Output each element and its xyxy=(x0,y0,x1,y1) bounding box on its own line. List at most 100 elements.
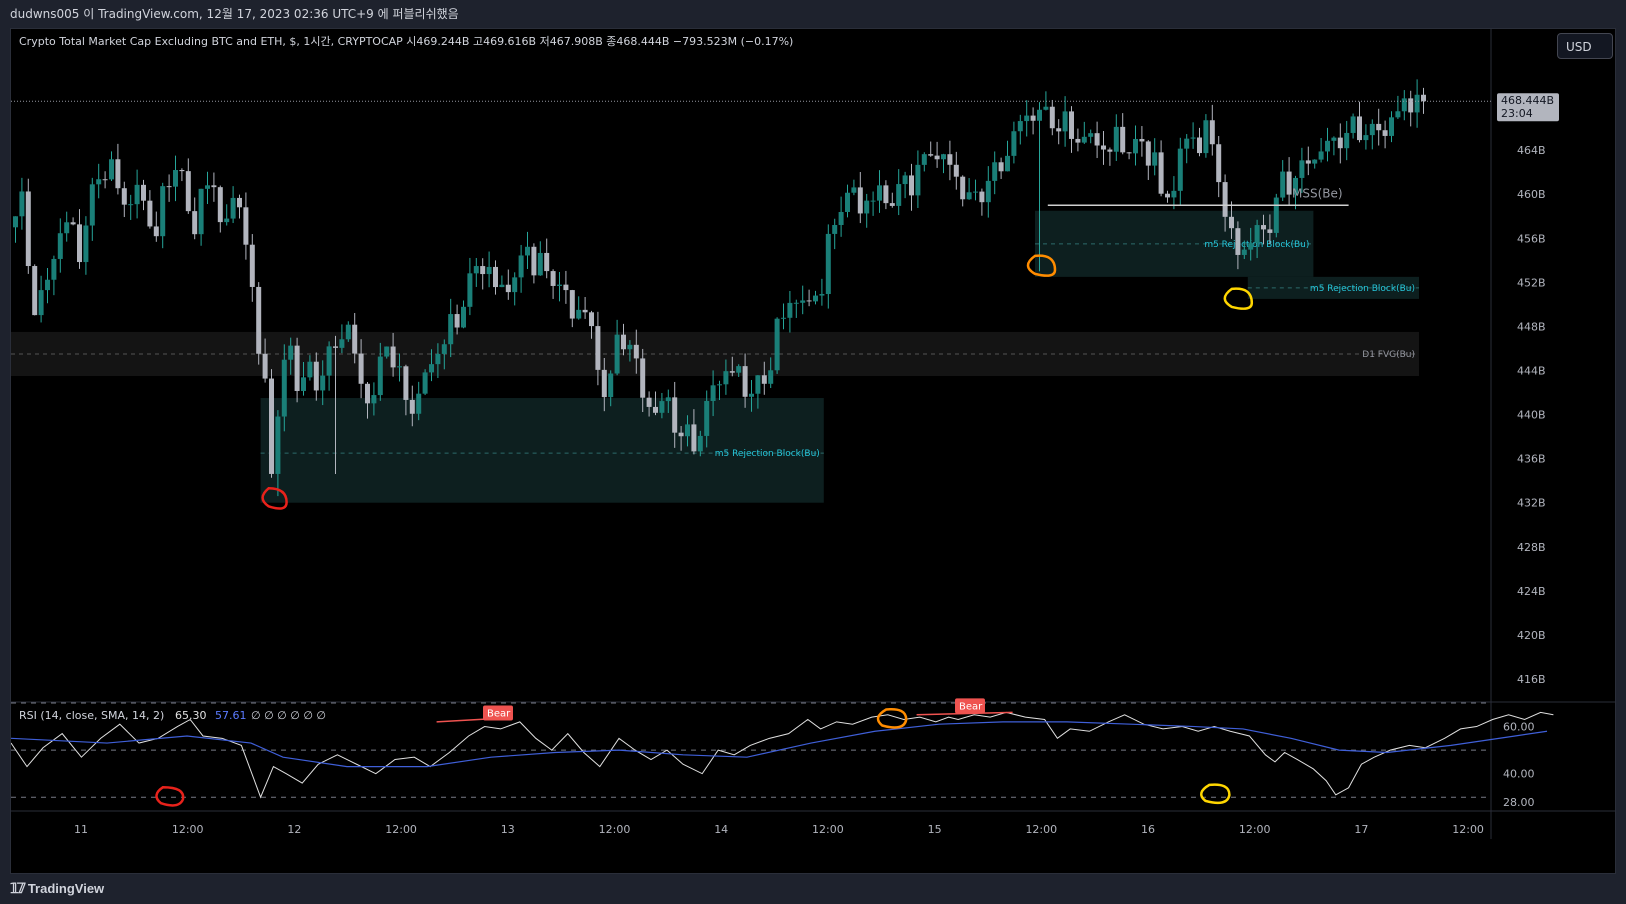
candle-body[interactable] xyxy=(640,358,646,398)
candle-body[interactable] xyxy=(832,224,838,234)
candle-body[interactable] xyxy=(985,180,991,203)
candle-body[interactable] xyxy=(1094,133,1100,146)
candle-body[interactable] xyxy=(736,366,742,373)
candle-body[interactable] xyxy=(1024,115,1030,122)
candle-body[interactable] xyxy=(121,188,127,205)
candle-body[interactable] xyxy=(198,188,204,235)
candle-body[interactable] xyxy=(1165,193,1170,198)
candle-body[interactable] xyxy=(128,204,134,206)
candle-body[interactable] xyxy=(192,211,198,235)
candle-body[interactable] xyxy=(1190,137,1196,139)
candle-body[interactable] xyxy=(691,424,697,452)
candle-body[interactable] xyxy=(422,372,428,394)
candle-body[interactable] xyxy=(1389,117,1394,136)
candle-body[interactable] xyxy=(1171,190,1177,198)
candle-body[interactable] xyxy=(320,375,326,391)
candle-body[interactable] xyxy=(1286,171,1292,195)
candle-body[interactable] xyxy=(928,154,934,156)
candle-body[interactable] xyxy=(185,171,191,212)
candle-body[interactable] xyxy=(851,187,857,193)
candle-body[interactable] xyxy=(685,424,690,437)
candle-body[interactable] xyxy=(307,361,313,378)
candle-body[interactable] xyxy=(563,284,569,291)
candle-body[interactable] xyxy=(825,233,831,295)
candle-body[interactable] xyxy=(1049,106,1055,129)
candle-body[interactable] xyxy=(646,397,652,407)
candle-body[interactable] xyxy=(301,377,306,391)
candle-body[interactable] xyxy=(1177,148,1183,191)
candle-body[interactable] xyxy=(371,395,377,404)
candle-body[interactable] xyxy=(915,164,921,196)
candle-body[interactable] xyxy=(1081,136,1087,143)
candle-body[interactable] xyxy=(582,309,588,313)
candle-body[interactable] xyxy=(358,353,364,384)
candle-body[interactable] xyxy=(1062,111,1068,132)
candle-body[interactable] xyxy=(486,266,492,275)
candle-body[interactable] xyxy=(902,175,908,185)
candle-body[interactable] xyxy=(13,216,18,228)
candle-body[interactable] xyxy=(800,300,806,303)
candle-body[interactable] xyxy=(934,155,940,160)
candle-body[interactable] xyxy=(1318,151,1324,160)
candle-body[interactable] xyxy=(1350,116,1356,133)
candle-body[interactable] xyxy=(1011,131,1017,156)
tradingview-logo[interactable]: 𝟙𝟟 TradingView xyxy=(10,880,104,897)
candle-body[interactable] xyxy=(1197,137,1202,154)
candle-body[interactable] xyxy=(1113,126,1119,152)
candle-body[interactable] xyxy=(1056,128,1062,132)
candle-body[interactable] xyxy=(896,184,902,206)
candle-body[interactable] xyxy=(1261,225,1266,230)
candle-body[interactable] xyxy=(1235,228,1241,255)
candle-body[interactable] xyxy=(653,406,658,413)
candle-body[interactable] xyxy=(921,154,927,165)
candle-body[interactable] xyxy=(153,226,159,237)
candle-body[interactable] xyxy=(1305,160,1311,164)
candle-body[interactable] xyxy=(205,185,210,189)
zone-rejection-block[interactable] xyxy=(260,398,824,503)
candle-body[interactable] xyxy=(1043,106,1049,110)
candle-body[interactable] xyxy=(1069,111,1074,139)
candle-body[interactable] xyxy=(614,334,620,374)
candle-body[interactable] xyxy=(1344,132,1350,149)
candle-body[interactable] xyxy=(979,191,985,203)
candle-body[interactable] xyxy=(493,266,498,288)
candle-body[interactable] xyxy=(281,359,287,417)
candle-body[interactable] xyxy=(704,400,710,436)
candle-body[interactable] xyxy=(1267,229,1273,233)
candle-body[interactable] xyxy=(550,271,556,286)
candle-body[interactable] xyxy=(109,159,114,180)
candle-body[interactable] xyxy=(589,312,594,327)
candle-body[interactable] xyxy=(710,385,716,401)
candle-body[interactable] xyxy=(947,154,953,165)
candle-body[interactable] xyxy=(390,346,396,368)
candle-body[interactable] xyxy=(1299,160,1305,178)
candle-body[interactable] xyxy=(403,366,409,400)
candle-body[interactable] xyxy=(1241,249,1247,255)
candle-body[interactable] xyxy=(633,344,639,359)
candle-body[interactable] xyxy=(480,266,486,275)
candle-body[interactable] xyxy=(1120,126,1126,153)
candle-body[interactable] xyxy=(51,258,57,280)
candle-body[interactable] xyxy=(525,246,530,256)
candle-body[interactable] xyxy=(473,266,479,274)
candle-body[interactable] xyxy=(608,373,614,398)
candle-body[interactable] xyxy=(147,200,153,227)
candle-body[interactable] xyxy=(166,186,172,188)
candle-body[interactable] xyxy=(1101,145,1106,150)
candle-body[interactable] xyxy=(1408,98,1414,113)
candle-body[interactable] xyxy=(966,192,972,200)
candle-body[interactable] xyxy=(262,353,268,379)
candle-body[interactable] xyxy=(435,353,441,365)
candle-body[interactable] xyxy=(1421,94,1426,102)
candle-body[interactable] xyxy=(333,346,338,348)
candle-body[interactable] xyxy=(973,191,978,193)
candle-body[interactable] xyxy=(870,200,876,202)
candle-body[interactable] xyxy=(1133,138,1138,154)
candle-body[interactable] xyxy=(781,317,786,319)
candle-body[interactable] xyxy=(1145,141,1151,166)
candle-body[interactable] xyxy=(621,334,626,350)
candle-body[interactable] xyxy=(83,225,89,263)
candle-body[interactable] xyxy=(448,314,454,345)
candle-body[interactable] xyxy=(134,184,140,205)
candle-body[interactable] xyxy=(429,364,434,373)
